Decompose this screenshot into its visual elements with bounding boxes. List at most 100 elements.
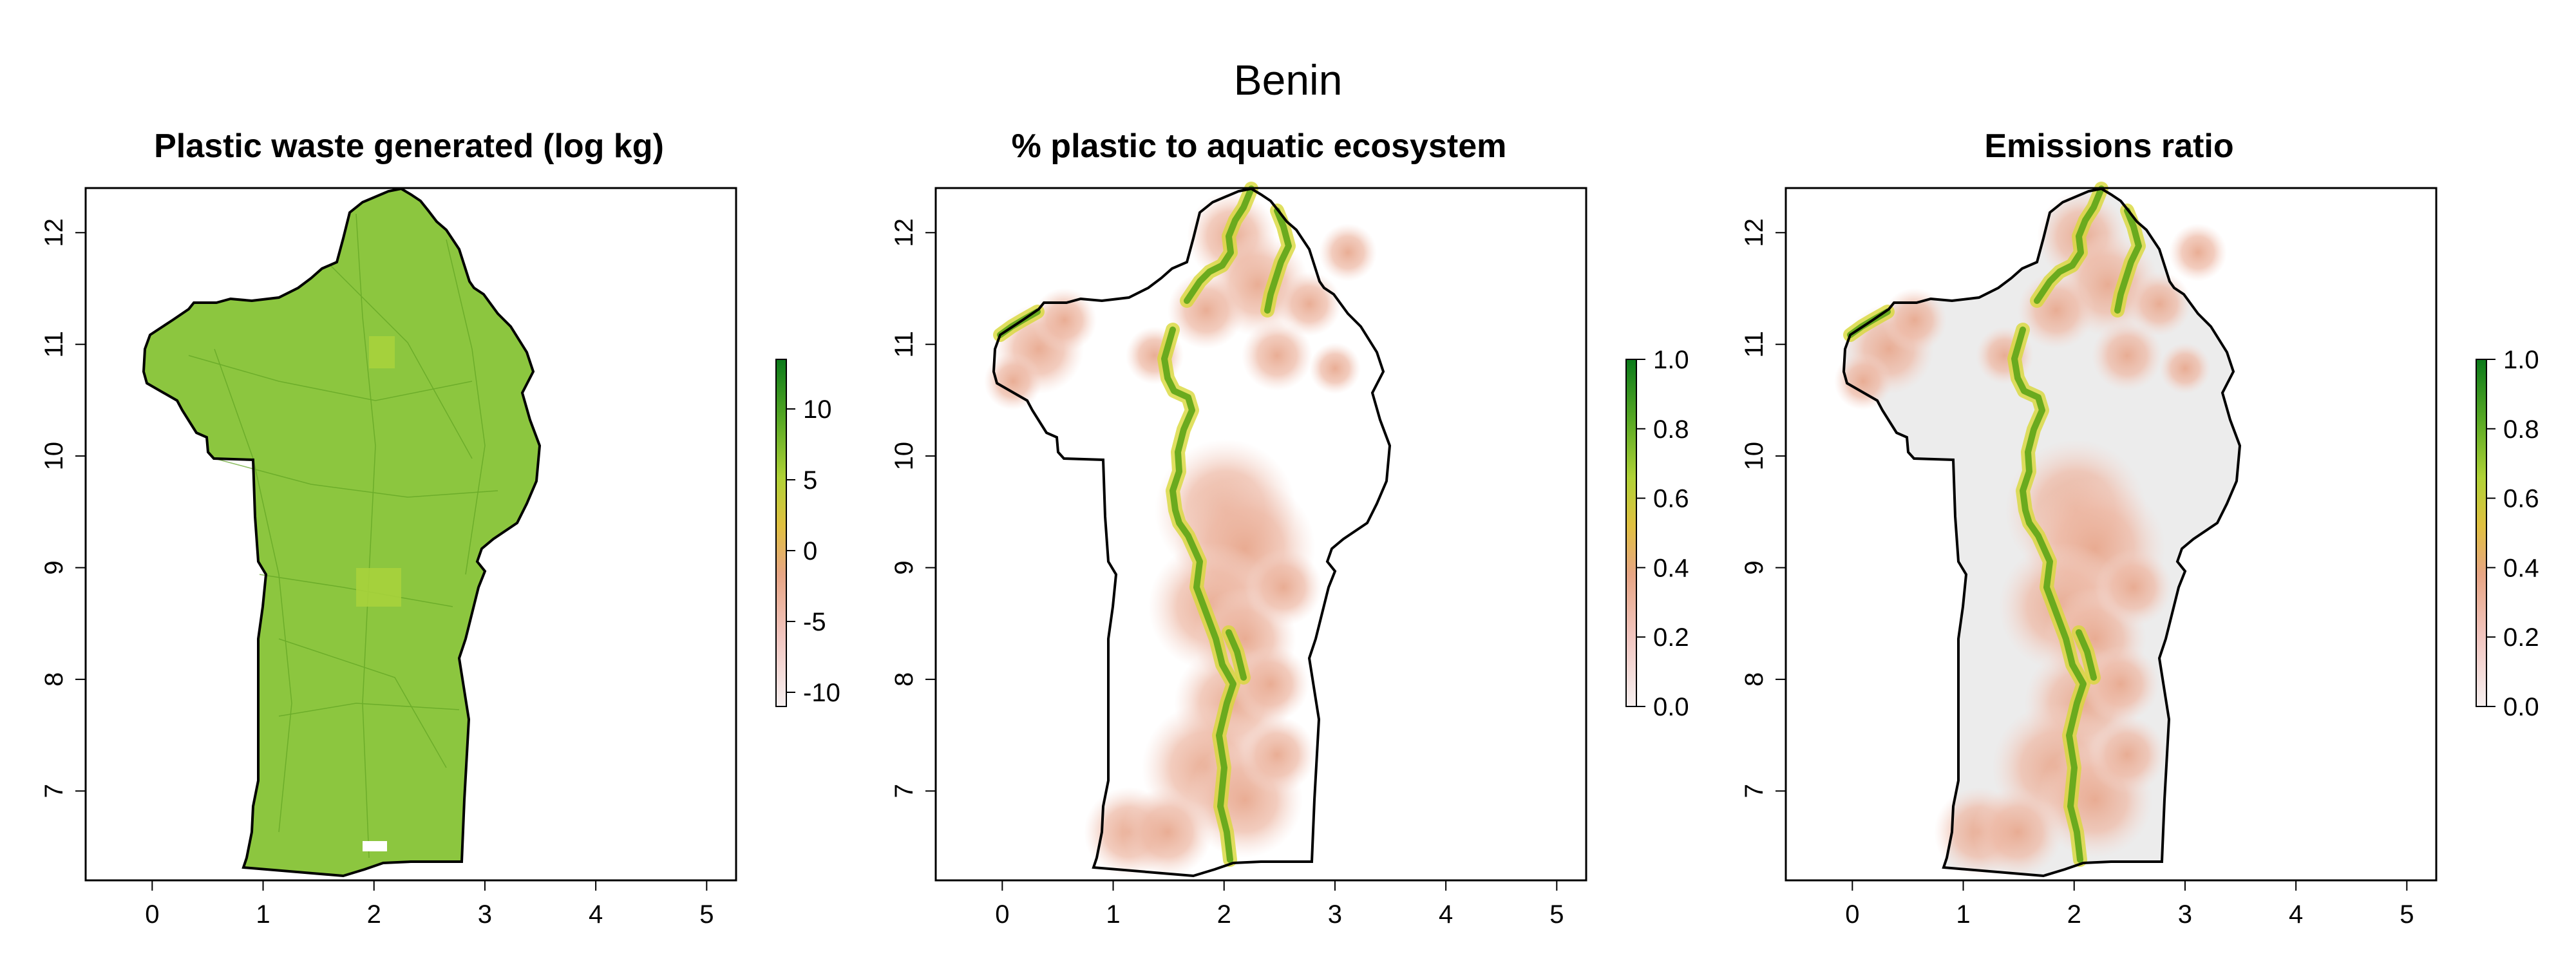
legend-tick-label: 0.4 [1653, 554, 1689, 582]
catchment-blob [1319, 223, 1377, 281]
y-tick-label: 7 [890, 784, 918, 798]
legend-colorbar [1625, 359, 1637, 707]
road-line [330, 265, 473, 459]
x-tick-label: 4 [589, 900, 603, 929]
land-patch [369, 336, 395, 368]
catchment-blob [1238, 716, 1316, 793]
catchment-blob [1277, 272, 1341, 336]
road-line [214, 348, 292, 833]
x-tick-label: 2 [1217, 900, 1231, 929]
catchment-blob [1309, 343, 1361, 394]
catchment-blob [1882, 288, 1947, 352]
y-tick-label: 11 [1740, 331, 1768, 358]
land-patch [356, 568, 401, 607]
road-network [188, 213, 498, 858]
catchment-blob [2092, 320, 2163, 391]
y-tick-label: 10 [1740, 442, 1768, 471]
y-tick-label: 7 [1740, 784, 1768, 798]
road-line [259, 574, 453, 607]
panel-2-title: % plastic to aquatic ecosystem [1011, 128, 1507, 165]
x-tick-label: 1 [256, 900, 270, 929]
river-line [2076, 629, 2097, 681]
road-line [355, 213, 376, 858]
country-boundary [1842, 187, 2242, 878]
country-boundary [142, 187, 542, 878]
river-network [1843, 182, 2146, 867]
catchment-blob [984, 352, 1042, 410]
legend-tick-label: 0.0 [1653, 693, 1689, 721]
legend-tick-label: 0.8 [1653, 415, 1689, 444]
catchment-blob [1245, 549, 1322, 626]
y-tick-label: 12 [890, 218, 918, 247]
river-line [1264, 207, 1292, 314]
road-line [188, 355, 473, 401]
x-tick-label: 1 [1106, 900, 1120, 929]
road-line [278, 703, 460, 717]
y-tick-label: 8 [890, 672, 918, 687]
road-line [446, 239, 486, 575]
river-line [1184, 185, 1255, 304]
x-tick-label: 1 [1956, 900, 1970, 929]
x-axis: 0 1 2 3 4 5 [145, 880, 714, 929]
legend-tick-label: 5 [803, 466, 817, 495]
y-tick-label: 10 [40, 442, 68, 471]
x-axis: 0 1 2 3 4 5 [1845, 880, 2414, 929]
x-tick-label: 0 [995, 900, 1009, 929]
y-tick-label: 11 [40, 331, 68, 358]
legend-tick-label: 0.6 [1653, 485, 1689, 513]
legend-colorbar [2476, 359, 2487, 707]
river-line [2114, 207, 2142, 314]
y-tick-label: 7 [40, 784, 68, 798]
catchment-blob [1834, 352, 1892, 410]
catchment-blob [2088, 716, 2166, 793]
catchment-blob [1242, 320, 1312, 391]
legend-colorbar [775, 359, 787, 707]
panel-3-title: Emissions ratio [1984, 128, 2234, 165]
map-layer [142, 187, 542, 878]
legend-tick-label: 10 [803, 395, 832, 424]
x-tick-label: 0 [1845, 900, 1859, 929]
legend-3: 1.0 0.8 0.6 0.4 0.2 0.0 [2476, 346, 2539, 721]
road-line [214, 458, 498, 498]
river-line [1226, 629, 1247, 681]
catchment-blob [2169, 223, 2227, 281]
river-line [1161, 327, 1236, 863]
plot-frame [1785, 187, 2438, 882]
x-tick-label: 2 [367, 900, 381, 929]
x-tick-label: 0 [145, 900, 159, 929]
y-axis: 7 8 9 10 11 12 [40, 218, 86, 798]
x-axis: 0 1 2 3 4 5 [995, 880, 1564, 929]
y-tick-label: 8 [1740, 672, 1768, 687]
catchment-blob [1032, 288, 1097, 352]
legend-tick-label: 0.4 [2503, 554, 2539, 582]
legend-2: 1.0 0.8 0.6 0.4 0.2 0.0 [1625, 346, 1689, 721]
y-tick-label: 9 [890, 560, 918, 574]
catchment-blob [2095, 549, 2172, 626]
map-layer [984, 182, 1392, 878]
x-tick-label: 3 [478, 900, 492, 929]
plot-frame [84, 187, 737, 882]
legend-tick-label: -5 [803, 608, 826, 636]
x-tick-label: 3 [1328, 900, 1342, 929]
y-axis: 7 8 9 10 11 12 [890, 218, 936, 798]
y-tick-label: 12 [40, 218, 68, 247]
panel-1-title: Plastic waste generated (log kg) [154, 128, 664, 165]
x-tick-label: 4 [1439, 900, 1453, 929]
country-boundary [992, 187, 1392, 878]
y-tick-label: 12 [1740, 218, 1768, 247]
catchment-blob [1232, 645, 1309, 723]
catchment-blob [2127, 272, 2192, 336]
river-line [2011, 327, 2087, 863]
country-fill [144, 189, 540, 876]
road-line [278, 638, 447, 768]
x-tick-label: 3 [2178, 900, 2192, 929]
legend-tick-label: 0.2 [2503, 623, 2539, 652]
figure-title: Benin [1233, 56, 1343, 104]
legend-tick-label: 1.0 [1653, 346, 1689, 374]
legend-tick-label: 0.0 [2503, 693, 2539, 721]
legend-tick-label: -10 [803, 679, 840, 707]
y-tick-label: 9 [40, 560, 68, 574]
y-tick-label: 11 [890, 331, 918, 358]
